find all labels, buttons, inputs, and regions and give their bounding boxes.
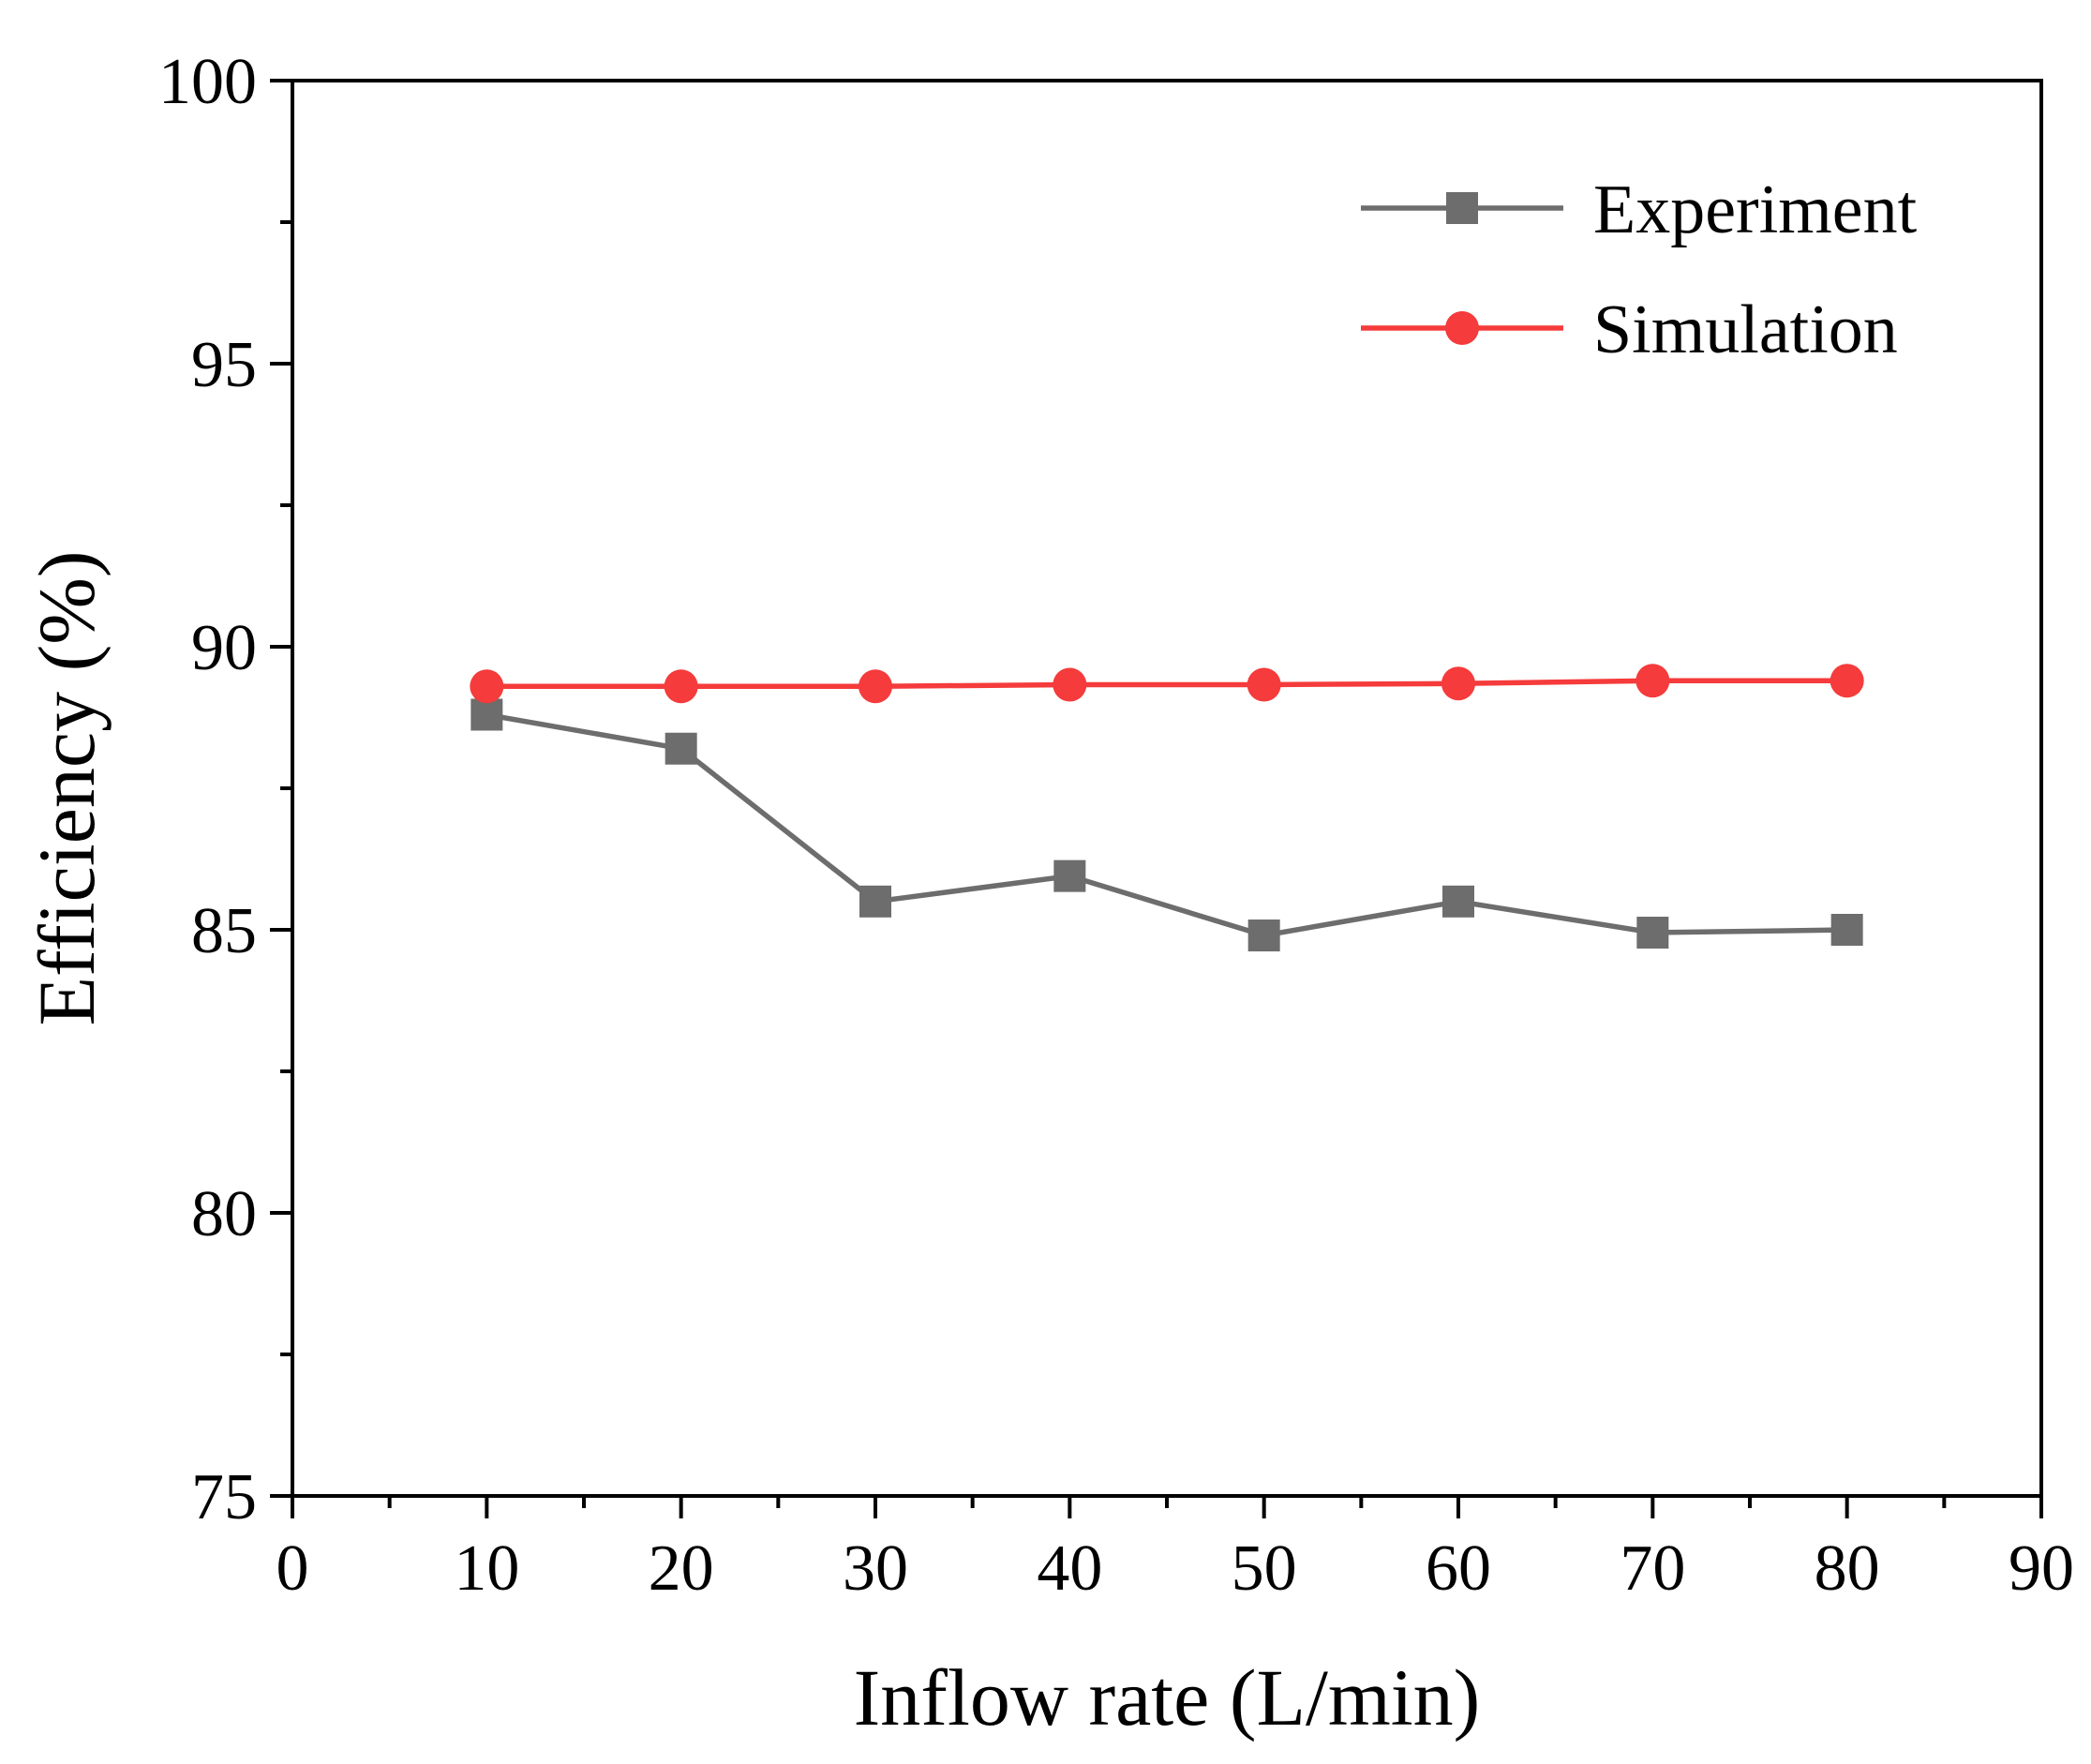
simulation-point xyxy=(1441,666,1475,701)
simulation-point xyxy=(1247,667,1281,702)
experiment-point xyxy=(1636,917,1669,949)
legend-simulation-label: Simulation xyxy=(1593,292,1898,368)
x-tick-label: 40 xyxy=(1037,1532,1102,1605)
x-tick-label: 0 xyxy=(276,1532,309,1605)
series-experiment xyxy=(470,698,1863,952)
y-tick-label: 90 xyxy=(191,612,257,684)
simulation-point xyxy=(1635,664,1670,698)
y-tick-label: 75 xyxy=(191,1461,257,1533)
x-tick-label: 30 xyxy=(843,1532,908,1605)
x-tick-label: 10 xyxy=(454,1532,519,1605)
experiment-point xyxy=(1053,860,1086,892)
simulation-point xyxy=(1830,664,1864,698)
y-tick-label: 95 xyxy=(191,329,257,401)
y-axis-title: Efficiency (%) xyxy=(22,551,112,1026)
legend: Experiment Simulation xyxy=(1361,172,1918,368)
legend-simulation-marker xyxy=(1445,311,1479,345)
y-axis-ticks: 75 80 85 90 95 100 xyxy=(158,46,292,1533)
x-axis-ticks: 0 10 20 30 40 50 60 70 80 90 xyxy=(276,1496,2074,1605)
legend-experiment-label: Experiment xyxy=(1593,172,1918,248)
experiment-point xyxy=(859,885,891,918)
y-tick-label: 85 xyxy=(191,895,257,967)
simulation-point xyxy=(859,669,892,704)
x-axis-title: Inflow rate (L/min) xyxy=(854,1652,1481,1742)
experiment-point xyxy=(470,698,503,731)
x-tick-label: 70 xyxy=(1620,1532,1685,1605)
experiment-point xyxy=(1830,914,1863,946)
simulation-point xyxy=(664,669,698,704)
simulation-point xyxy=(470,669,504,704)
series-simulation xyxy=(470,664,1864,704)
y-tick-label: 80 xyxy=(191,1178,257,1250)
simulation-line xyxy=(486,678,1847,690)
series-layer xyxy=(470,664,1864,952)
x-tick-label: 50 xyxy=(1232,1532,1297,1605)
legend-experiment-marker xyxy=(1446,192,1478,224)
simulation-point xyxy=(1053,667,1087,702)
experiment-point xyxy=(665,732,697,765)
x-tick-label: 20 xyxy=(649,1532,714,1605)
experiment-point xyxy=(1442,885,1474,918)
y-tick-label: 100 xyxy=(158,46,257,118)
x-tick-label: 90 xyxy=(2009,1532,2074,1605)
x-tick-label: 80 xyxy=(1815,1532,1880,1605)
experiment-line xyxy=(485,711,1847,938)
experiment-point xyxy=(1247,919,1280,952)
x-tick-label: 60 xyxy=(1426,1532,1491,1605)
